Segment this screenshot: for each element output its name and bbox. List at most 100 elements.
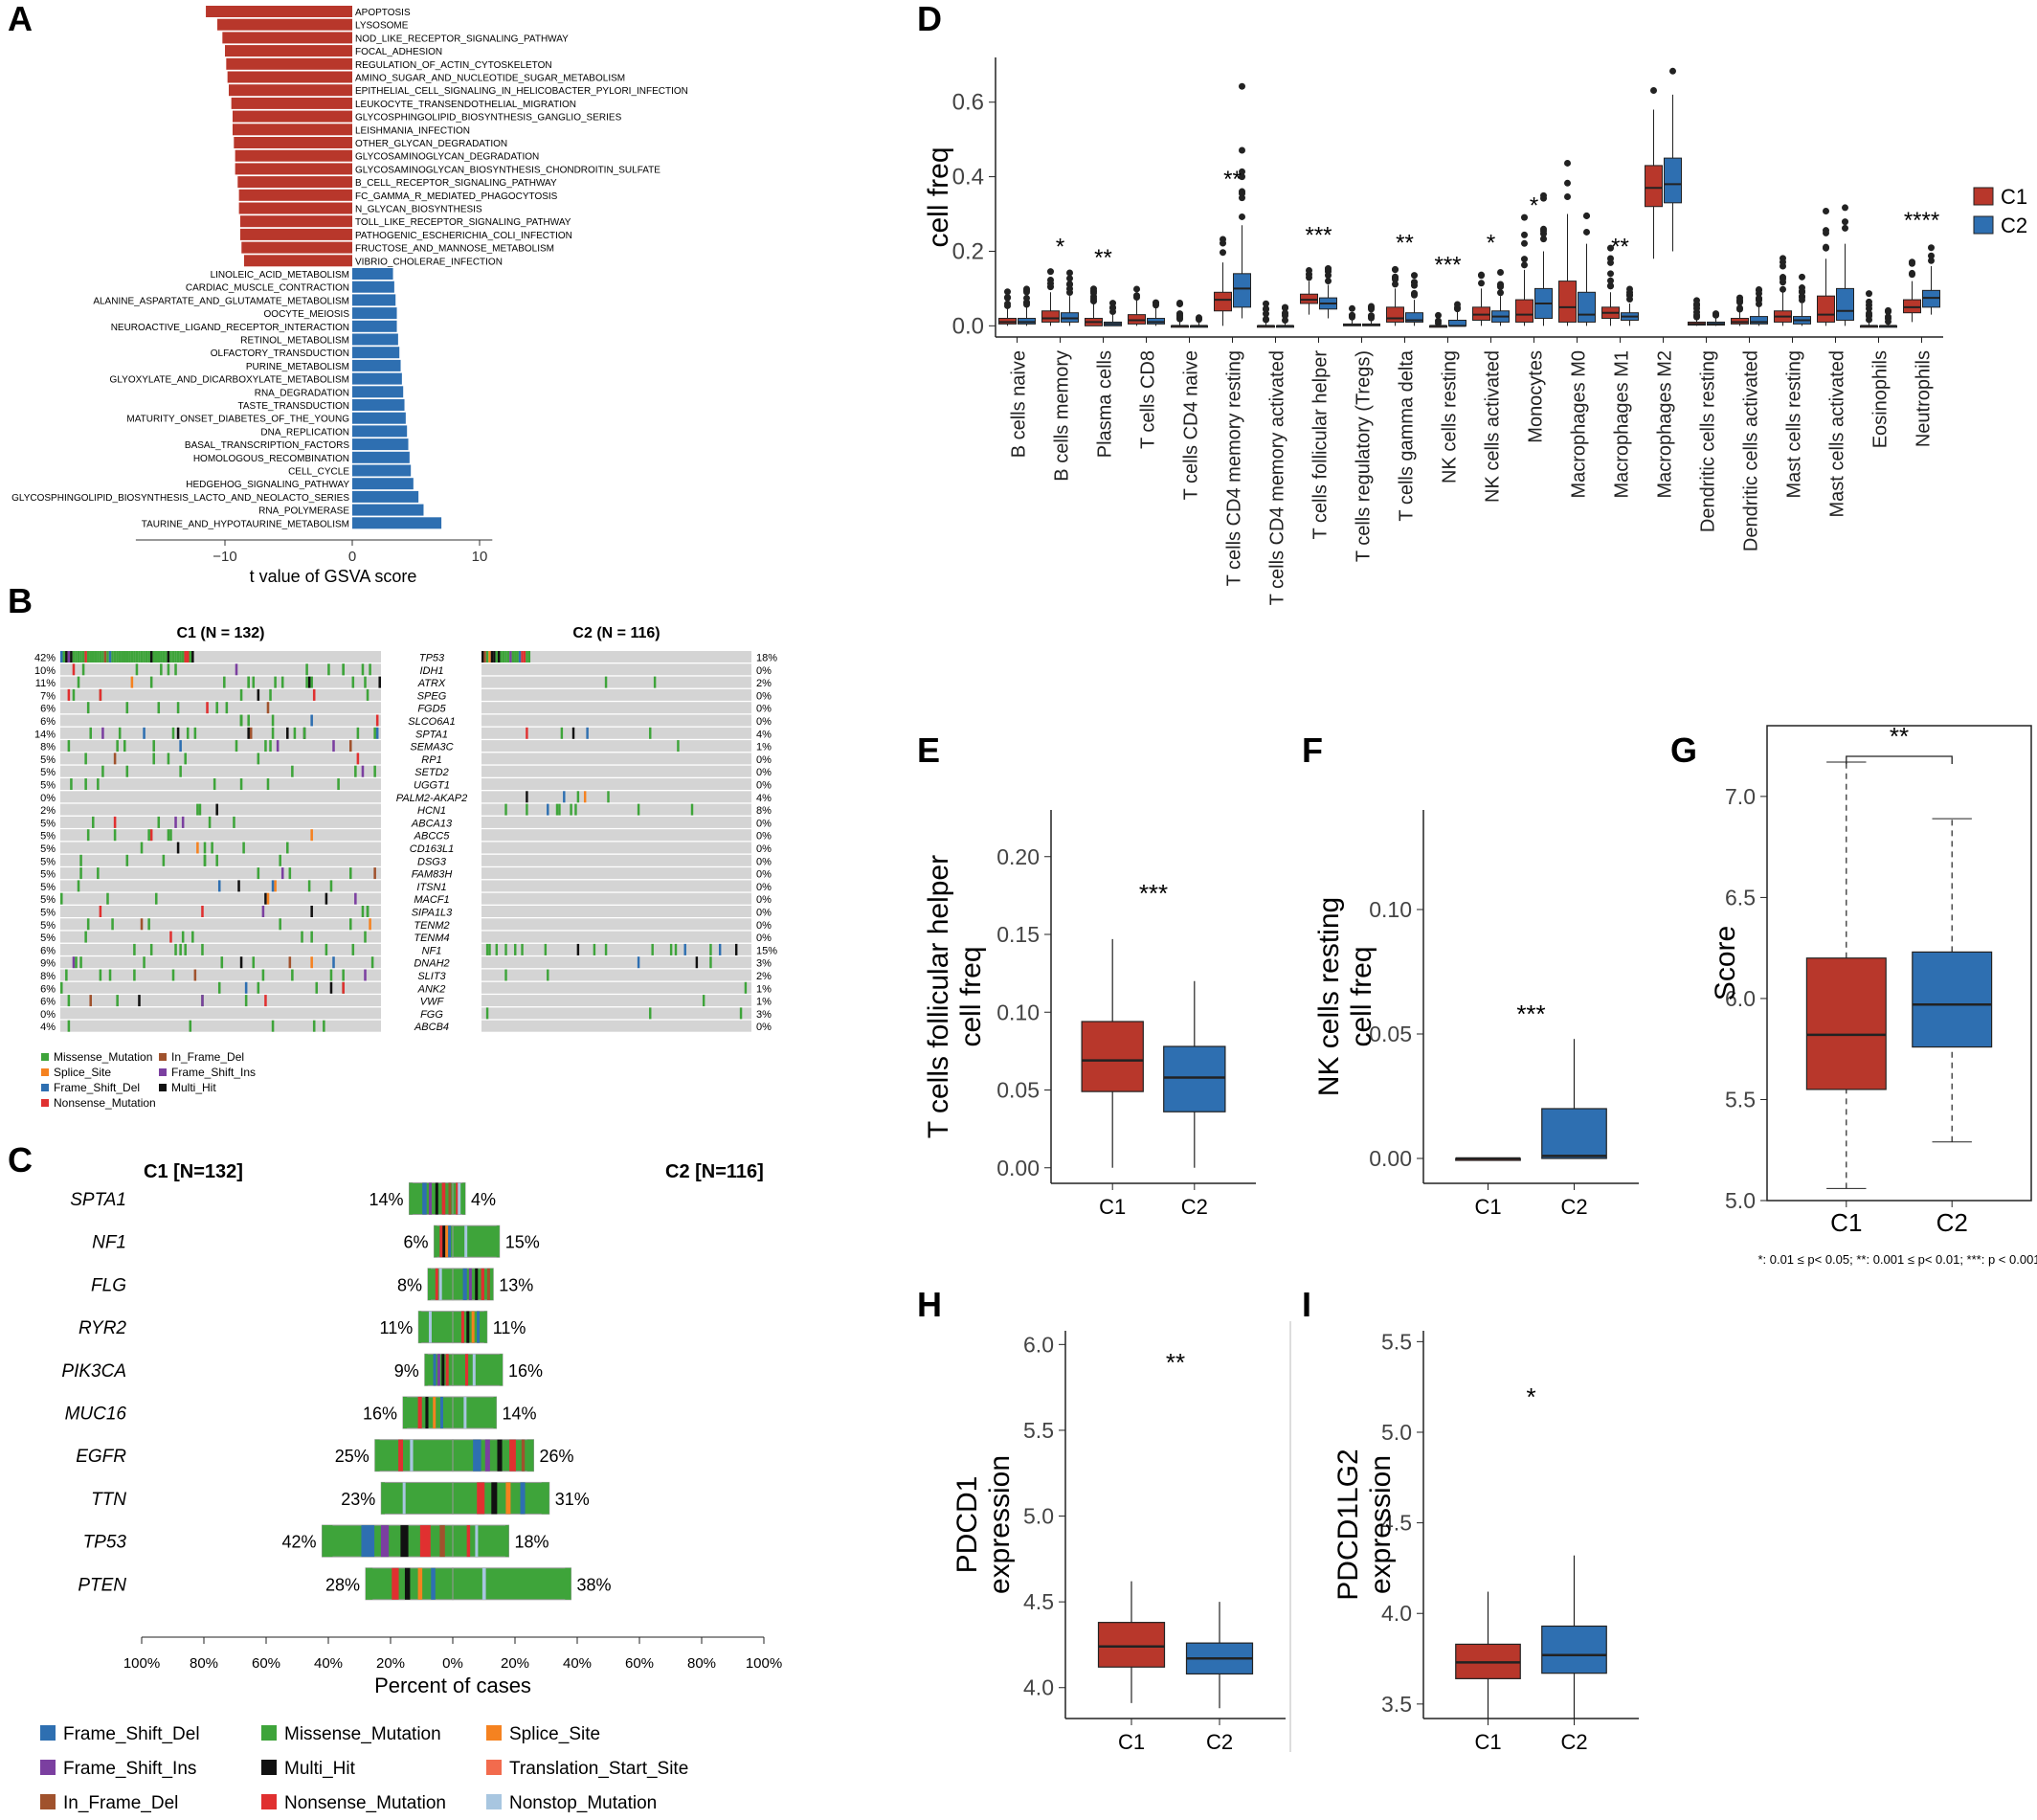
- cellfreq-x-label-b-cells-memory: B cells memory: [1052, 350, 1073, 482]
- cellfreq-c1-t-cells-gamma-delta-outlier: [1392, 273, 1399, 281]
- oncoplot-cell-c1: [211, 842, 213, 854]
- panel-h-y-tick-label: 4.0: [1023, 1675, 1054, 1700]
- cobar-pct-c1-ttn: 23%: [341, 1490, 375, 1509]
- oncoplot-row-c2-slit3: [481, 969, 751, 981]
- oncoplot-cell-c1: [310, 829, 313, 842]
- gsva-bar-glycosphingolipid-biosynthesis-lacto-and-neolacto-series: [352, 490, 419, 503]
- cellfreq-c2-eosinophils-outlier: [1885, 307, 1892, 315]
- oncoplot-cell-c1: [239, 714, 243, 727]
- cobar-legend-swatch: [486, 1725, 502, 1741]
- oncoplot-cell-c1: [72, 663, 76, 676]
- cellfreq-c2-macrophages-m0-outlier: [1583, 228, 1590, 236]
- gsva-bar-pathogenic-escherichia-coli-infection: [239, 228, 352, 240]
- oncoplot-cell-c2: [523, 651, 526, 663]
- panel-g-c1-box: [1805, 957, 1887, 1090]
- panel-i-y-tick-label: 3.5: [1381, 1692, 1412, 1717]
- gsva-label-homologous-recombination: HOMOLOGOUS_RECOMBINATION: [193, 454, 349, 464]
- oncoplot-cell-c1: [108, 969, 112, 981]
- oncoplot-cell-c1: [70, 778, 73, 790]
- oncoplot-cell-c1: [244, 995, 248, 1007]
- cellfreq-c2-t-cells-cd4-naive-outlier: [1196, 314, 1202, 322]
- cellfreq-legend-swatch-c1: [1973, 187, 1994, 206]
- oncoplot-cell-c2: [544, 943, 548, 955]
- panel-e-y-axis-label: T cells follicular helper: [923, 855, 954, 1138]
- panel-letter-i: I: [1302, 1285, 1311, 1324]
- cobar-pct-c2-pik3ca: 16%: [508, 1361, 543, 1381]
- oncoplot-cell-c2: [504, 969, 507, 981]
- gsva-label-fructose-and-mannose-metabolism: FRUCTOSE_AND_MANNOSE_METABOLISM: [355, 244, 554, 255]
- oncoplot-cell-c1: [86, 918, 90, 931]
- oncoplot-pct-c2: 1%: [756, 742, 772, 753]
- cobar-bar-c2-egfr: [452, 1439, 534, 1472]
- oncoplot-cell-c1: [121, 651, 123, 663]
- oncoplot-cell-c1: [208, 816, 212, 828]
- oncoplot-pct-c2: 0%: [756, 754, 772, 766]
- gsva-label-lysosome: LYSOSOME: [355, 21, 409, 32]
- oncoplot-cell-c1: [264, 995, 267, 1007]
- oncoplot-cell-c1: [269, 740, 272, 753]
- oncoplot-cell-c2: [702, 995, 705, 1007]
- oncoplot-cell-c1: [264, 740, 267, 753]
- gsva-bar-vibrio-cholerae-infection: [243, 255, 352, 267]
- panel-h-c1-x-label: C1: [1118, 1730, 1145, 1754]
- oncoplot-gene-cd163l1: CD163L1: [410, 843, 454, 855]
- oncoplot-cell-c1: [79, 867, 82, 880]
- oncoplot-cell-c1: [143, 651, 146, 663]
- cobar-gene-pten: PTEN: [78, 1575, 126, 1595]
- oncoplot-cell-c1: [261, 906, 265, 917]
- oncoplot-cell-c1: [152, 740, 155, 753]
- cobar-seg-c1: [433, 1354, 436, 1386]
- gsva-label-vibrio-cholerae-infection: VIBRIO_CHOLERAE_INFECTION: [355, 257, 503, 267]
- cobar-seg-c2: [477, 1311, 481, 1343]
- oncoplot-cell-c1: [165, 651, 168, 663]
- gsva-label-glycosphingolipid-biosynthesis-lacto-and-neolacto-series: GLYCOSPHINGOLIPID_BIOSYNTHESIS_LACTO_AND…: [11, 493, 349, 504]
- oncoplot-cell-c1: [373, 765, 376, 777]
- oncoplot-cell-c1: [116, 651, 119, 663]
- oncoplot-pct-c1: 5%: [40, 932, 56, 944]
- oncoplot-row-c1-atrx: [60, 676, 381, 688]
- cellfreq-c1-t-cells-cd4-naive-outlier: [1176, 311, 1183, 319]
- cobar-gene-egfr: EGFR: [76, 1447, 126, 1467]
- oncoplot-cell-c1: [203, 854, 207, 866]
- oncoplot-cell-c1: [174, 943, 177, 955]
- panel-g-significance: **: [1890, 722, 1909, 751]
- panel-i-pdcd1lg2-boxplot: 3.5 4.0 4.5 5.0 5.5 PDCD1LG2 expression C1 C2 *: [1332, 1329, 1639, 1754]
- cobar-seg-c1: [436, 1354, 440, 1386]
- panel-letter-b: B: [8, 581, 33, 620]
- cellfreq-c1-dendritic-cells-resting-outlier: [1693, 297, 1700, 304]
- gsva-label-b-cell-receptor-signaling-pathway: B_CELL_RECEPTOR_SIGNALING_PATHWAY: [355, 178, 557, 189]
- panel-f-y-tick-label: 0.05: [1369, 1022, 1412, 1046]
- cellfreq-x-label-nk-cells-resting: NK cells resting: [1440, 350, 1461, 483]
- cobar-seg-c2: [499, 1354, 503, 1386]
- oncoplot-cell-c1: [113, 829, 117, 842]
- oncoplot-cell-c1: [280, 867, 284, 880]
- cellfreq-y-tick-label: 0.6: [952, 90, 984, 116]
- oncoplot-cell-c2: [560, 727, 564, 739]
- cellfreq-c2-b-cells-memory-outlier: [1066, 281, 1073, 288]
- cellfreq-significance-b-cells-memory: *: [1056, 234, 1064, 259]
- oncoplot-row-c1-macf1: [60, 892, 381, 905]
- cellfreq-c2-t-cells-cd4-memory-activated-outlier: [1282, 309, 1288, 317]
- panel-e-significance: ***: [1139, 879, 1168, 908]
- oncoplot-pct-c2: 0%: [756, 843, 772, 855]
- gsva-bar-nod-like-receptor-signaling-pathway: [222, 32, 352, 44]
- cellfreq-c2-dendritic-cells-activated-outlier: [1756, 286, 1762, 294]
- gsva-label-focal-adhesion: FOCAL_ADHESION: [355, 47, 442, 57]
- oncoplot-pct-c2: 1%: [756, 983, 772, 995]
- cellfreq-c2-nk-cells-activated-outlier: [1497, 281, 1504, 288]
- cellfreq-c2-b-cells-naive-outlier: [1023, 294, 1030, 302]
- cobar-seg-c1: [366, 1567, 373, 1600]
- oncoplot-cell-c1: [149, 829, 153, 842]
- oncoplot-cell-c2: [547, 969, 549, 981]
- oncoplot-cell-c1: [364, 969, 367, 981]
- oncoplot-row-c1-sipa1l3: [60, 906, 381, 917]
- oncoplot-cell-c2: [504, 943, 507, 955]
- oncoplot-gene-itsn1: ITSN1: [416, 882, 446, 893]
- oncoplot-cell-c1: [86, 651, 90, 663]
- oncoplot-gene-slit3: SLIT3: [417, 971, 446, 982]
- oncoplot-cell-c1: [349, 867, 352, 880]
- cellfreq-c2-t-cells-cd4-memory-resting-outlier: [1239, 213, 1245, 220]
- cellfreq-significance-neutrophils: ****: [1904, 208, 1939, 234]
- oncoplot-pct-c1: 42%: [34, 653, 56, 664]
- cobar-seg-c2: [466, 1311, 470, 1343]
